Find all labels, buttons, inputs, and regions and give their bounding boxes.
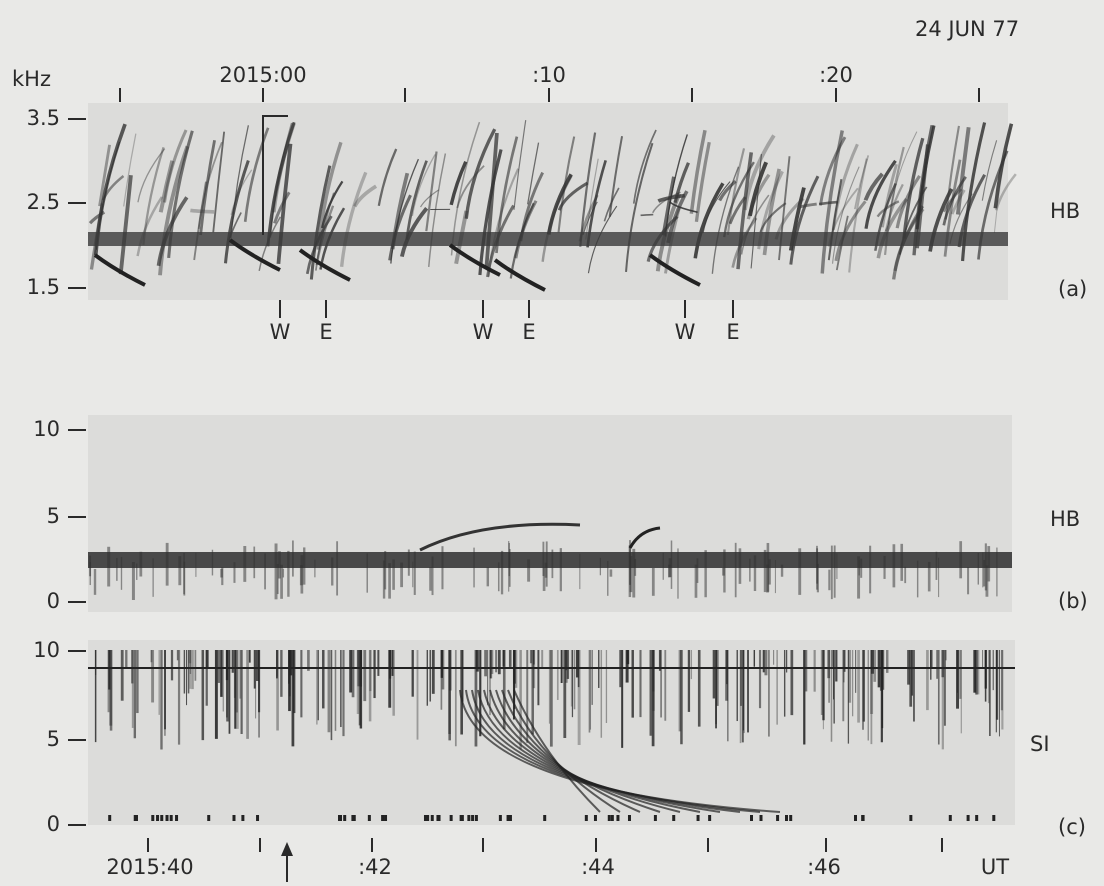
marker: W: [270, 320, 291, 344]
marker: E: [522, 320, 535, 344]
panel-label: (c): [1058, 815, 1086, 839]
dot: [467, 815, 470, 821]
spectrogram-texture: [68, 88, 1016, 852]
time-label: :46: [807, 855, 841, 879]
dot: [967, 815, 970, 821]
time-label: :10: [532, 63, 566, 87]
dot: [854, 815, 857, 821]
station: HB: [1050, 199, 1080, 223]
dot: [611, 815, 614, 821]
dot: [166, 815, 169, 821]
time-label: :20: [819, 63, 853, 87]
panel: [88, 415, 1012, 612]
marker: W: [675, 320, 696, 344]
dot: [460, 815, 463, 821]
dot: [338, 815, 341, 821]
dot: [654, 815, 657, 821]
dot: [909, 815, 912, 821]
dot: [450, 815, 453, 821]
dot: [594, 815, 597, 821]
marker: E: [726, 320, 739, 344]
dot: [750, 815, 753, 821]
dot: [697, 815, 700, 821]
dot: [975, 815, 978, 821]
figure: 24 JUN 77 kHz 2015:00 :10 :20 3.5 2.5 1.…: [0, 0, 1104, 886]
dot: [785, 815, 788, 821]
dot: [708, 815, 711, 821]
dot: [543, 815, 546, 821]
y-label: 10: [33, 417, 60, 441]
panel: [88, 103, 1008, 300]
time-unit: UT: [981, 855, 1009, 879]
dot: [616, 815, 619, 821]
dot: [861, 815, 864, 821]
dot: [431, 815, 434, 821]
emission-stroke: [641, 215, 654, 216]
dot: [256, 815, 259, 821]
dot: [776, 815, 779, 821]
emission-band: [88, 552, 1012, 568]
dot: [475, 815, 478, 821]
dot: [170, 815, 173, 821]
y-label: 3.5: [27, 106, 60, 130]
dot: [628, 815, 631, 821]
time-label: 2015:00: [219, 63, 306, 87]
dot: [368, 815, 371, 821]
dot: [384, 815, 387, 821]
station: HB: [1050, 507, 1080, 531]
dot: [471, 815, 474, 821]
emission-band: [88, 232, 1008, 246]
dot: [585, 815, 588, 821]
dot: [207, 815, 210, 821]
dot: [509, 815, 512, 821]
y-label: 0: [47, 589, 60, 613]
marker: E: [319, 320, 332, 344]
y-label: 10: [33, 638, 60, 662]
dot: [381, 815, 384, 821]
dot: [608, 815, 611, 821]
dot: [343, 815, 346, 821]
y-label: 2.5: [27, 190, 60, 214]
dot: [151, 815, 154, 821]
dot: [949, 815, 952, 821]
time-label: 2015:40: [106, 855, 193, 879]
y-label: 0: [47, 812, 60, 836]
y-label: 1.5: [27, 275, 60, 299]
dot: [992, 815, 995, 821]
panel-label: (a): [1058, 277, 1087, 301]
dot: [426, 815, 429, 821]
date: 24 JUN 77: [915, 17, 1019, 41]
dot: [160, 815, 163, 821]
unit: kHz: [12, 67, 51, 91]
dot: [672, 815, 675, 821]
dot: [156, 815, 159, 821]
y-label: 5: [47, 727, 60, 751]
dot: [175, 815, 178, 821]
time-label: :44: [581, 855, 615, 879]
time-label: :42: [358, 855, 392, 879]
dot: [232, 815, 235, 821]
dot: [438, 815, 441, 821]
y-label: 5: [47, 504, 60, 528]
station: SI: [1030, 732, 1050, 756]
dot: [353, 815, 356, 821]
dot: [135, 815, 138, 821]
panel-label: (b): [1058, 589, 1088, 613]
dot: [499, 815, 502, 821]
marker: W: [473, 320, 494, 344]
dot: [789, 815, 792, 821]
dot: [108, 815, 111, 821]
dot: [760, 815, 763, 821]
dot: [241, 815, 244, 821]
